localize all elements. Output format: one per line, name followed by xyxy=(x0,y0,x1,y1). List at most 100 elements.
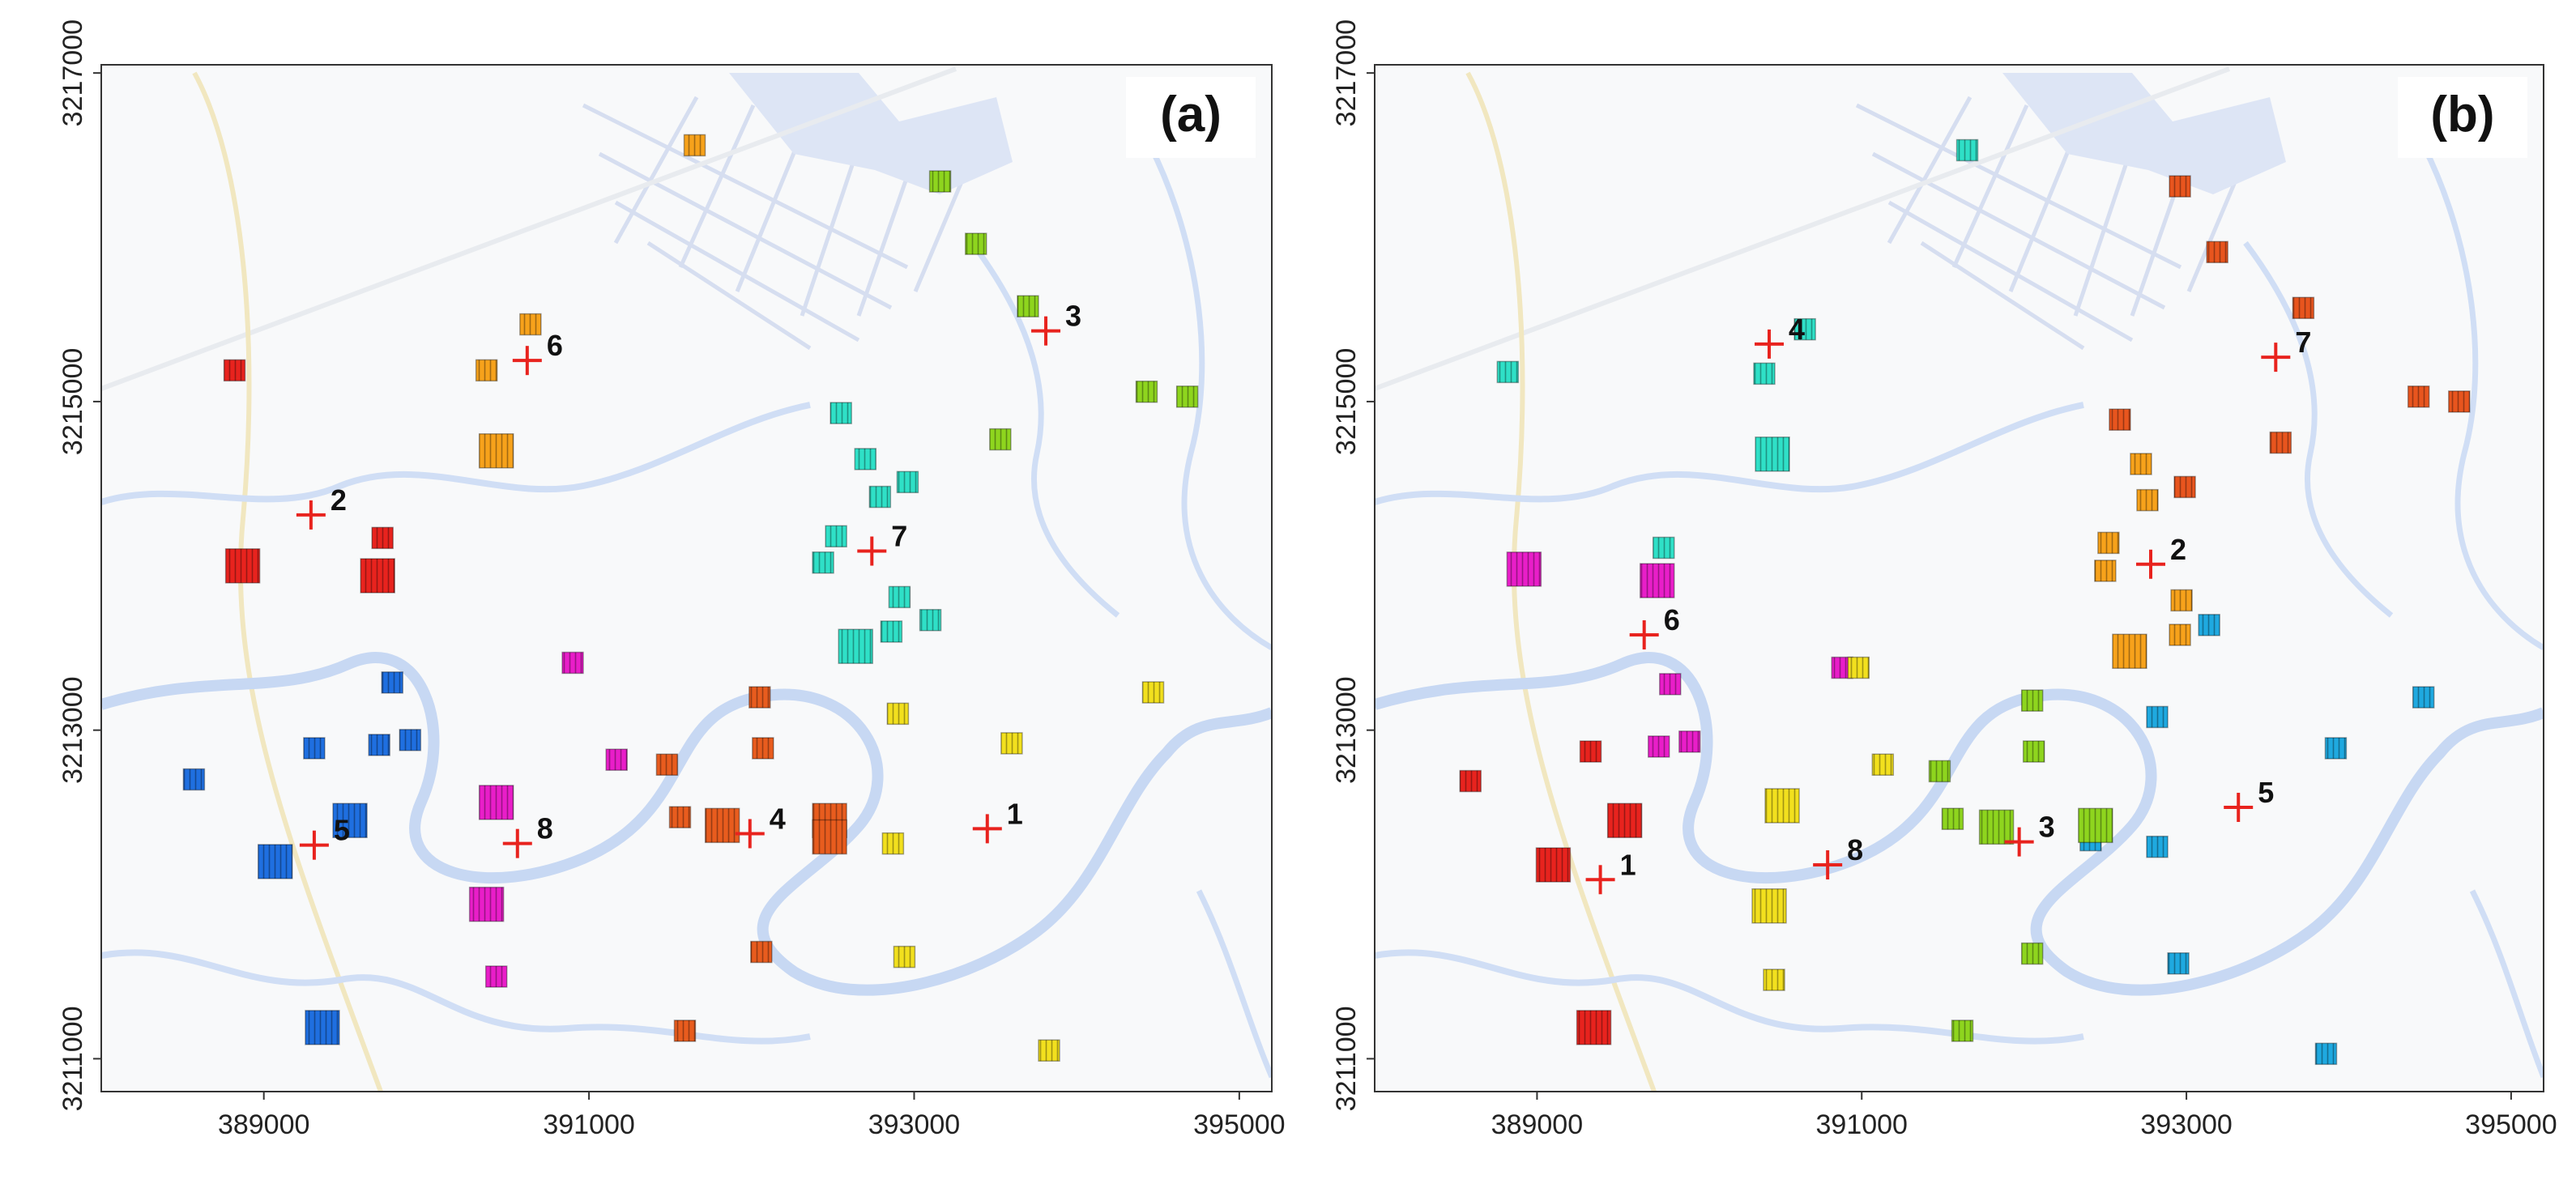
plot-square xyxy=(1763,968,1785,991)
x-tick-label: 389000 xyxy=(1491,1109,1583,1140)
plot-square xyxy=(360,558,395,594)
plot-square xyxy=(812,819,847,855)
highway xyxy=(1465,71,1657,1092)
y-tick-label: 3211000 xyxy=(58,1007,88,1112)
x-tick-label: 395000 xyxy=(1193,1109,1285,1140)
y-tick-label: 3217000 xyxy=(58,19,88,126)
marker-label: 7 xyxy=(891,520,907,553)
stream xyxy=(2243,241,2394,618)
plot-square xyxy=(332,802,368,838)
plot-square xyxy=(683,134,706,157)
plot-square xyxy=(1579,740,1602,763)
axis-ticks: 389000 391000 393000 3950003217000321500032… xyxy=(58,19,1286,1140)
plot-square xyxy=(1871,753,1895,777)
plot-square xyxy=(854,448,877,470)
plot-square xyxy=(1647,735,1670,758)
plot-square xyxy=(881,832,905,855)
marker-label: 8 xyxy=(537,812,553,845)
plot-square xyxy=(399,729,422,751)
marker-label: 6 xyxy=(547,329,563,362)
marker-label: 4 xyxy=(770,802,786,835)
stream xyxy=(1375,402,2084,505)
y-tick-label: 3211000 xyxy=(1331,1007,1362,1112)
stream xyxy=(1196,889,1272,1079)
x-tick-label: 393000 xyxy=(2140,1109,2232,1140)
stream xyxy=(1147,144,1272,651)
plot-square xyxy=(964,232,987,255)
plot-square xyxy=(750,940,773,964)
plot-square xyxy=(2167,952,2190,975)
plot-square xyxy=(2112,633,2147,670)
sample-marker: 3 xyxy=(2004,811,2055,857)
plot-square xyxy=(305,1010,340,1045)
plot-square xyxy=(1941,807,1964,830)
plot-square xyxy=(2109,408,2131,431)
plot-clusters xyxy=(1459,138,2471,1066)
stream xyxy=(2420,144,2544,651)
sample-marker: 8 xyxy=(502,812,553,858)
plot-square xyxy=(838,628,873,664)
plot-square xyxy=(2078,807,2113,844)
plot-square xyxy=(605,748,628,771)
sample-marker: 8 xyxy=(1813,833,1863,880)
plot-square xyxy=(1847,656,1870,679)
road xyxy=(1375,66,2231,391)
plot-square xyxy=(673,1020,697,1042)
plot-square xyxy=(182,768,206,791)
plot-square xyxy=(896,470,919,494)
stream xyxy=(2469,889,2544,1079)
marker-label: 2 xyxy=(331,483,347,517)
plot-square xyxy=(2324,737,2348,760)
plot-square xyxy=(2022,740,2045,763)
plot-square xyxy=(668,806,692,828)
plot-square xyxy=(475,359,498,382)
plot-square xyxy=(2169,175,2191,198)
plot-square xyxy=(371,526,394,550)
plot-square xyxy=(1928,760,1951,783)
plot-square xyxy=(2020,689,2044,712)
plot-square xyxy=(704,807,740,844)
sample-marker: 2 xyxy=(296,483,347,530)
plot-square xyxy=(2146,705,2169,729)
plot-square xyxy=(2269,431,2292,454)
plot-square xyxy=(2146,835,2169,858)
plot-square xyxy=(1576,1010,1612,1045)
highway xyxy=(192,71,383,1092)
plot-square xyxy=(1659,673,1682,696)
x-tick-label: 389000 xyxy=(218,1109,309,1140)
stream xyxy=(101,402,811,505)
y-tick-label: 3213000 xyxy=(1331,676,1362,783)
plot-square xyxy=(2407,385,2430,408)
field-block xyxy=(729,73,1013,194)
panel-a: (a) 389000 391000 393000 395000321700032150… xyxy=(58,19,1286,1140)
marker-label: 3 xyxy=(1065,300,1081,333)
sample-marker: 4 xyxy=(735,802,786,849)
plot-square xyxy=(519,313,542,336)
plot-square xyxy=(1751,888,1787,924)
plot-square xyxy=(886,702,910,726)
plot-square xyxy=(1535,847,1572,883)
plot-square xyxy=(880,620,903,643)
sample-marker: 4 xyxy=(1755,313,1805,359)
plot-square xyxy=(1951,1020,1974,1042)
x-tick-label: 391000 xyxy=(1816,1109,1908,1140)
plot-square xyxy=(468,886,505,922)
marker-label: 4 xyxy=(1789,313,1805,346)
field-block xyxy=(2002,73,2286,194)
sample-marker: 3 xyxy=(1031,300,1081,346)
plot-square xyxy=(1175,385,1199,408)
plot-square xyxy=(1678,730,1701,753)
plot-square xyxy=(1141,681,1165,704)
plot-square xyxy=(928,170,952,193)
sample-marker: 1 xyxy=(1585,848,1636,895)
plot-square xyxy=(1135,380,1158,403)
plot-square xyxy=(1017,295,1039,317)
map-background xyxy=(1375,65,2544,1092)
plot-square xyxy=(989,428,1012,451)
plot-square xyxy=(868,485,892,509)
plot-clusters xyxy=(182,134,1199,1062)
road xyxy=(101,66,957,391)
sample-marker: 5 xyxy=(2224,776,2274,823)
plot-square xyxy=(2198,614,2220,636)
plot-square xyxy=(2130,453,2152,475)
